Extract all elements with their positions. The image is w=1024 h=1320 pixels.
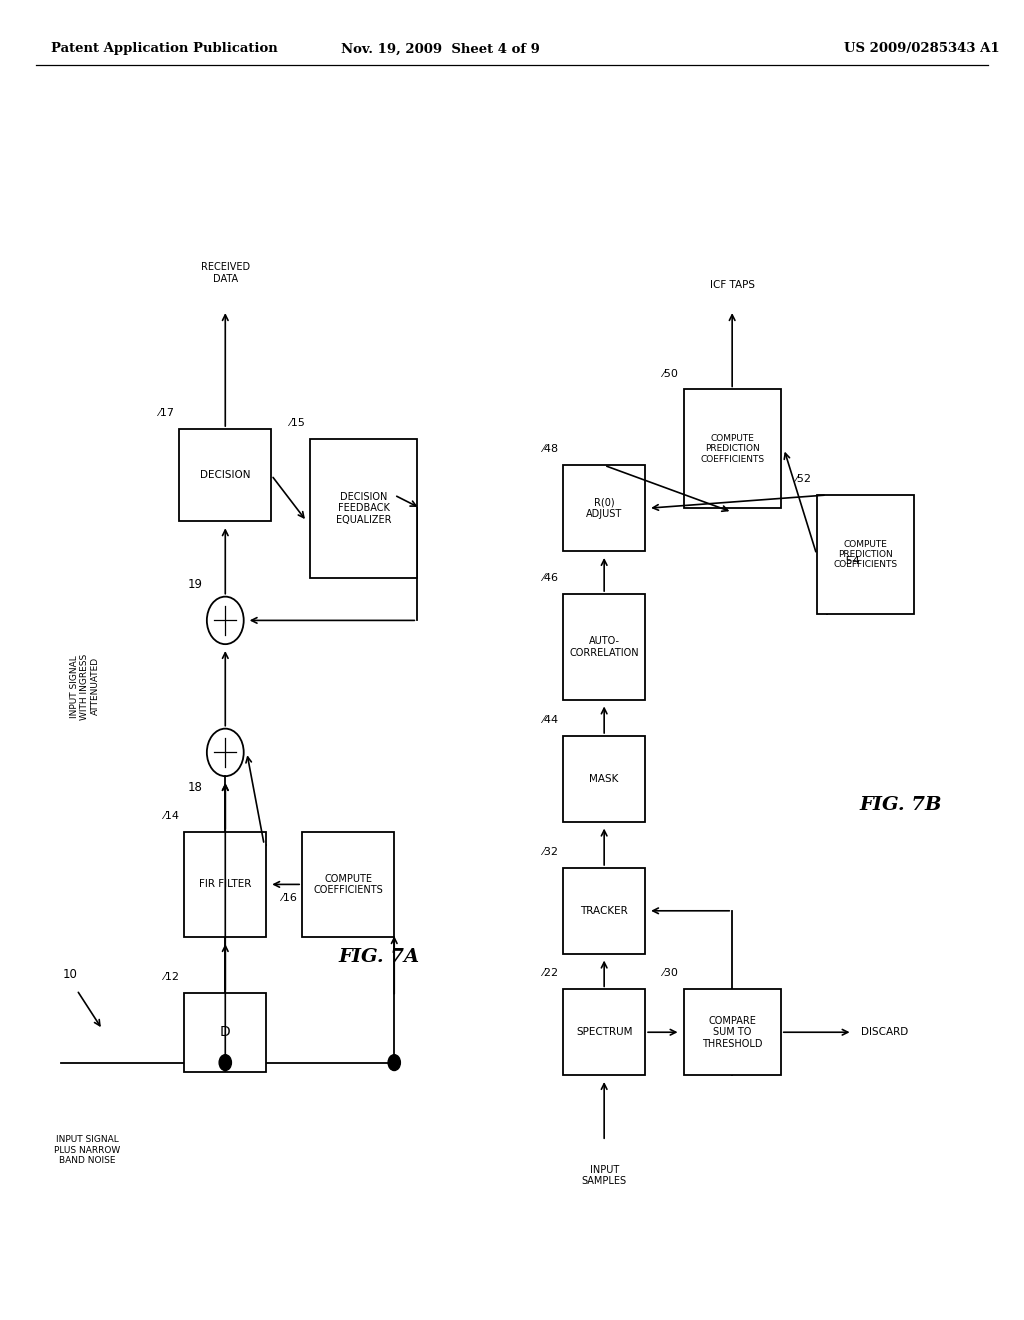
Text: RECEIVED
DATA: RECEIVED DATA [201,263,250,284]
FancyBboxPatch shape [563,990,645,1074]
Text: ICF TAPS: ICF TAPS [710,280,755,290]
Text: ⁄46: ⁄46 [542,573,558,583]
FancyBboxPatch shape [309,438,418,578]
FancyBboxPatch shape [684,990,780,1074]
Text: COMPARE
SUM TO
THRESHOLD: COMPARE SUM TO THRESHOLD [701,1015,763,1049]
Text: ⁄15: ⁄15 [289,418,305,428]
Text: R(0)
ADJUST: R(0) ADJUST [586,498,623,519]
Text: INPUT
SAMPLES: INPUT SAMPLES [582,1166,627,1187]
Text: ⁄30: ⁄30 [663,969,678,978]
Text: ⁄48: ⁄48 [542,445,558,454]
FancyBboxPatch shape [563,737,645,821]
Text: D: D [220,1026,230,1039]
Text: DISCARD: DISCARD [860,1027,908,1038]
Text: SPECTRUM: SPECTRUM [575,1027,633,1038]
Text: Patent Application Publication: Patent Application Publication [51,42,278,55]
Text: ⁄52: ⁄52 [796,474,811,484]
FancyBboxPatch shape [563,594,645,700]
Text: DECISION: DECISION [200,470,251,480]
Circle shape [388,1055,400,1071]
Text: Nov. 19, 2009  Sheet 4 of 9: Nov. 19, 2009 Sheet 4 of 9 [341,42,540,55]
Text: 19: 19 [187,578,203,591]
Text: FIR FILTER: FIR FILTER [199,879,252,890]
FancyBboxPatch shape [563,466,645,552]
Text: 54: 54 [842,556,860,566]
FancyBboxPatch shape [184,993,266,1072]
Text: INPUT SIGNAL
WITH INGRESS
ATTENUATED: INPUT SIGNAL WITH INGRESS ATTENUATED [70,653,100,719]
Text: ⁄14: ⁄14 [163,810,179,821]
Text: ⁄12: ⁄12 [163,972,179,982]
FancyBboxPatch shape [563,869,645,953]
Text: FIG. 7A: FIG. 7A [338,948,420,966]
FancyBboxPatch shape [302,832,394,937]
Text: COMPUTE
PREDICTION
COEFFICIENTS: COMPUTE PREDICTION COEFFICIENTS [834,540,897,569]
Circle shape [219,1055,231,1071]
Text: 18: 18 [187,781,203,795]
Text: FIG. 7B: FIG. 7B [860,796,942,814]
FancyBboxPatch shape [817,495,913,614]
FancyBboxPatch shape [684,389,780,508]
Text: AUTO-
CORRELATION: AUTO- CORRELATION [569,636,639,657]
FancyBboxPatch shape [184,832,266,937]
Text: TRACKER: TRACKER [581,906,628,916]
Text: US 2009/0285343 A1: US 2009/0285343 A1 [844,42,999,55]
Text: ⁄16: ⁄16 [281,892,297,903]
Text: 10: 10 [62,968,77,981]
Text: INPUT SIGNAL
PLUS NARROW
BAND NOISE: INPUT SIGNAL PLUS NARROW BAND NOISE [54,1135,120,1166]
Text: ⁄22: ⁄22 [542,969,558,978]
Text: DECISION
FEEDBACK
EQUALIZER: DECISION FEEDBACK EQUALIZER [336,491,391,525]
Text: ⁄50: ⁄50 [663,368,678,379]
FancyBboxPatch shape [179,429,271,521]
Text: ⁄32: ⁄32 [542,847,558,857]
Text: COMPUTE
PREDICTION
COEFFICIENTS: COMPUTE PREDICTION COEFFICIENTS [700,434,764,463]
Text: MASK: MASK [590,774,618,784]
Text: COMPUTE
COEFFICIENTS: COMPUTE COEFFICIENTS [313,874,383,895]
Text: ⁄17: ⁄17 [158,408,174,418]
Text: ⁄44: ⁄44 [542,715,558,725]
